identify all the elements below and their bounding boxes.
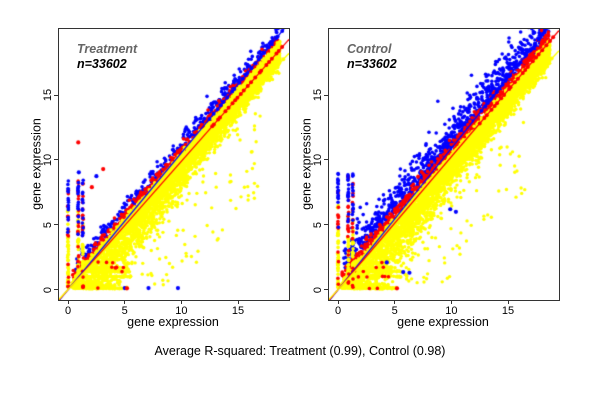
panel-annotation-treatment: Treatment n=33602 <box>77 42 137 72</box>
y-tick-label: 0 <box>312 286 324 293</box>
x-tick-label: 15 <box>501 305 515 317</box>
x-tick-mark <box>180 300 182 304</box>
panel-n-treatment: n=33602 <box>77 57 127 71</box>
x-tick-mark <box>67 300 69 304</box>
x-tick-mark <box>237 300 239 304</box>
panel-title-control: Control <box>347 42 392 56</box>
plot-area-treatment: Treatment n=33602 <box>58 28 290 301</box>
y-tick-label: 0 <box>42 286 54 293</box>
x-tick-label: 15 <box>231 305 245 317</box>
x-tick-label: 10 <box>445 305 458 317</box>
x-tick-mark <box>337 300 339 304</box>
y-tick-label: 5 <box>312 221 324 228</box>
x-tick-label: 0 <box>65 305 72 317</box>
y-tick-mark <box>54 289 58 291</box>
y-tick-label: 15 <box>312 89 324 102</box>
x-tick-mark <box>450 300 452 304</box>
x-tick-mark <box>507 300 509 304</box>
y-tick-label: 5 <box>42 221 54 228</box>
panel-annotation-control: Control n=33602 <box>347 42 397 72</box>
y-tick-mark <box>324 94 328 96</box>
x-tick-label: 5 <box>391 305 398 317</box>
x-tick-mark <box>394 300 396 304</box>
y-tick-label: 10 <box>42 153 54 167</box>
x-axis-label-control: gene expression <box>397 315 489 329</box>
y-tick-mark <box>54 94 58 96</box>
plot-area-control: Control n=33602 <box>328 28 560 301</box>
scatter-canvas-control <box>329 29 559 300</box>
panel-n-control: n=33602 <box>347 57 397 71</box>
y-tick-mark <box>324 224 328 226</box>
x-tick-label: 5 <box>121 305 128 317</box>
x-tick-label: 0 <box>335 305 342 317</box>
y-tick-mark <box>54 159 58 161</box>
scatter-canvas-treatment <box>59 29 289 300</box>
y-tick-label: 15 <box>42 89 54 102</box>
x-tick-label: 10 <box>175 305 188 317</box>
figure-caption: Average R-squared: Treatment (0.99), Con… <box>154 344 446 358</box>
y-tick-mark <box>54 224 58 226</box>
y-tick-mark <box>324 159 328 161</box>
panel-title-treatment: Treatment <box>77 42 138 56</box>
x-tick-mark <box>124 300 126 304</box>
y-tick-mark <box>324 289 328 291</box>
y-tick-label: 10 <box>312 153 324 167</box>
x-axis-label-treatment: gene expression <box>127 315 219 329</box>
